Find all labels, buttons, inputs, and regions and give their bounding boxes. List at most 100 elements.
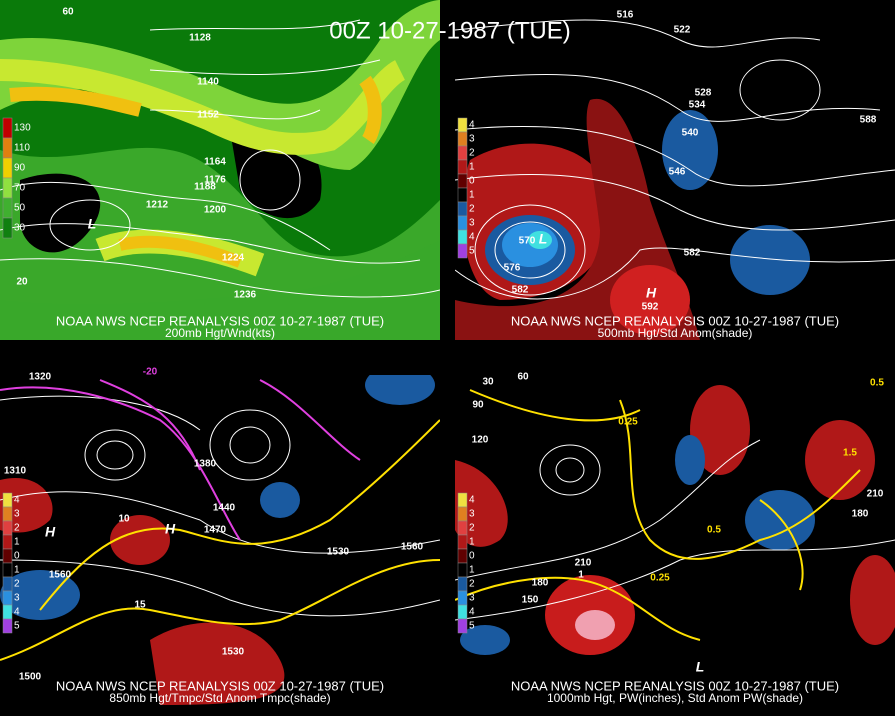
contour-label: 1212 [146, 200, 169, 211]
legend-swatch [457, 173, 468, 189]
contour-label: 1152 [197, 110, 219, 121]
legend-swatch [2, 217, 13, 239]
legend-label: 2 [469, 579, 475, 590]
legend-label: 1 [469, 162, 475, 173]
legend-swatch [457, 548, 468, 564]
contour-label: 180 [532, 578, 549, 589]
legend-swatch [457, 506, 468, 522]
legend-swatch [2, 548, 13, 564]
contour-label: L [539, 231, 548, 247]
contour-label: 516 [617, 10, 634, 21]
legend-label: 30 [14, 223, 26, 234]
legend-swatch [2, 506, 13, 522]
panel-850mb [0, 375, 440, 705]
contour-label: 1236 [234, 290, 257, 301]
legend-swatch [457, 604, 468, 620]
legend-swatch [2, 618, 13, 634]
panel-subcaption: 1000mb Hgt, PW(inches), Std Anom PW(shad… [547, 691, 803, 705]
legend-swatch [2, 177, 13, 199]
panel-caption: NOAA NWS NCEP REANALYSIS 00Z 10-27-1987 … [511, 313, 839, 328]
contour-label: 1164 [204, 157, 226, 168]
contour-label: 528 [695, 88, 712, 99]
contour-label: 1320 [29, 372, 52, 383]
contour-label: 1380 [194, 459, 217, 470]
contour-label: 210 [575, 558, 592, 569]
legend-swatch [457, 492, 468, 508]
legend-swatch [2, 157, 13, 179]
contour-label: 1188 [194, 182, 216, 193]
legend-swatch [2, 492, 13, 508]
contour-label: 60 [517, 372, 529, 383]
legend-label: 5 [14, 621, 20, 632]
legend-label: 2 [469, 148, 475, 159]
map-title: 00Z 10-27-1987 (TUE) [329, 17, 570, 44]
legend-label: 2 [14, 523, 20, 534]
legend-swatch [457, 215, 468, 231]
legend-label: 3 [469, 134, 475, 145]
contour-label: 1470 [204, 525, 227, 536]
legend-swatch [2, 534, 13, 550]
legend-label: 4 [469, 607, 475, 618]
legend-swatch [457, 145, 468, 161]
legend-label: 2 [469, 204, 475, 215]
panel-subcaption: 200mb Hgt/Wnd(kts) [165, 326, 275, 340]
contour-label: 180 [852, 509, 869, 520]
contour-label: 150 [522, 595, 539, 606]
contour-label: 576 [504, 263, 521, 274]
panel-500mb [455, 19, 895, 340]
contour-label: 10 [118, 514, 130, 525]
contour-label: 582 [512, 285, 529, 296]
legend-label: 4 [14, 495, 20, 506]
contour-label: L [696, 659, 705, 675]
contour-label: 30 [482, 377, 494, 388]
contour-label: 534 [689, 100, 706, 111]
contour-label: 1224 [222, 253, 245, 264]
legend-swatch [2, 604, 13, 620]
contour-label: 1 [578, 570, 584, 581]
legend-swatch [457, 562, 468, 578]
legend-label: 3 [14, 593, 20, 604]
legend-label: 50 [14, 203, 26, 214]
legend-label: 70 [14, 183, 26, 194]
contour-label: 1530 [222, 647, 245, 658]
contour-label: 60 [62, 7, 74, 18]
legend-label: 1 [469, 537, 475, 548]
legend-label: 3 [14, 509, 20, 520]
contour-label: 1128 [189, 33, 211, 44]
contour-label: 120 [472, 435, 489, 446]
contour-label: 0.25 [618, 417, 638, 428]
legend-label: 4 [469, 232, 475, 243]
contour-label: 1.5 [843, 448, 857, 459]
legend-label: 90 [14, 163, 26, 174]
panel-subcaption: 500mb Hgt/Std Anom(shade) [598, 326, 753, 340]
legend-label: 5 [469, 246, 475, 257]
legend-label: 4 [469, 495, 475, 506]
contour-label: 1200 [204, 205, 227, 216]
contour-label: -20 [143, 367, 158, 378]
panel-caption: NOAA NWS NCEP REANALYSIS 00Z 10-27-1987 … [56, 313, 384, 328]
contour-label: H [45, 524, 56, 540]
legend-label: 2 [469, 523, 475, 534]
contour-label: 1560 [49, 570, 72, 581]
contour-label: L [88, 216, 97, 232]
legend-swatch [457, 229, 468, 245]
panel-200mb [0, 0, 440, 340]
legend-label: 1 [14, 537, 20, 548]
contour-label: 546 [669, 167, 686, 178]
legend-label: 3 [469, 593, 475, 604]
contour-label: H [646, 285, 657, 301]
contour-label: 570 [519, 236, 536, 247]
contour-label: 210 [867, 489, 884, 500]
legend-swatch [457, 590, 468, 606]
legend-swatch [457, 131, 468, 147]
legend-swatch [457, 117, 468, 133]
contour-label: 588 [860, 115, 877, 126]
legend-swatch [457, 159, 468, 175]
panel-caption: NOAA NWS NCEP REANALYSIS 00Z 10-27-1987 … [56, 678, 384, 693]
legend-swatch [457, 520, 468, 536]
